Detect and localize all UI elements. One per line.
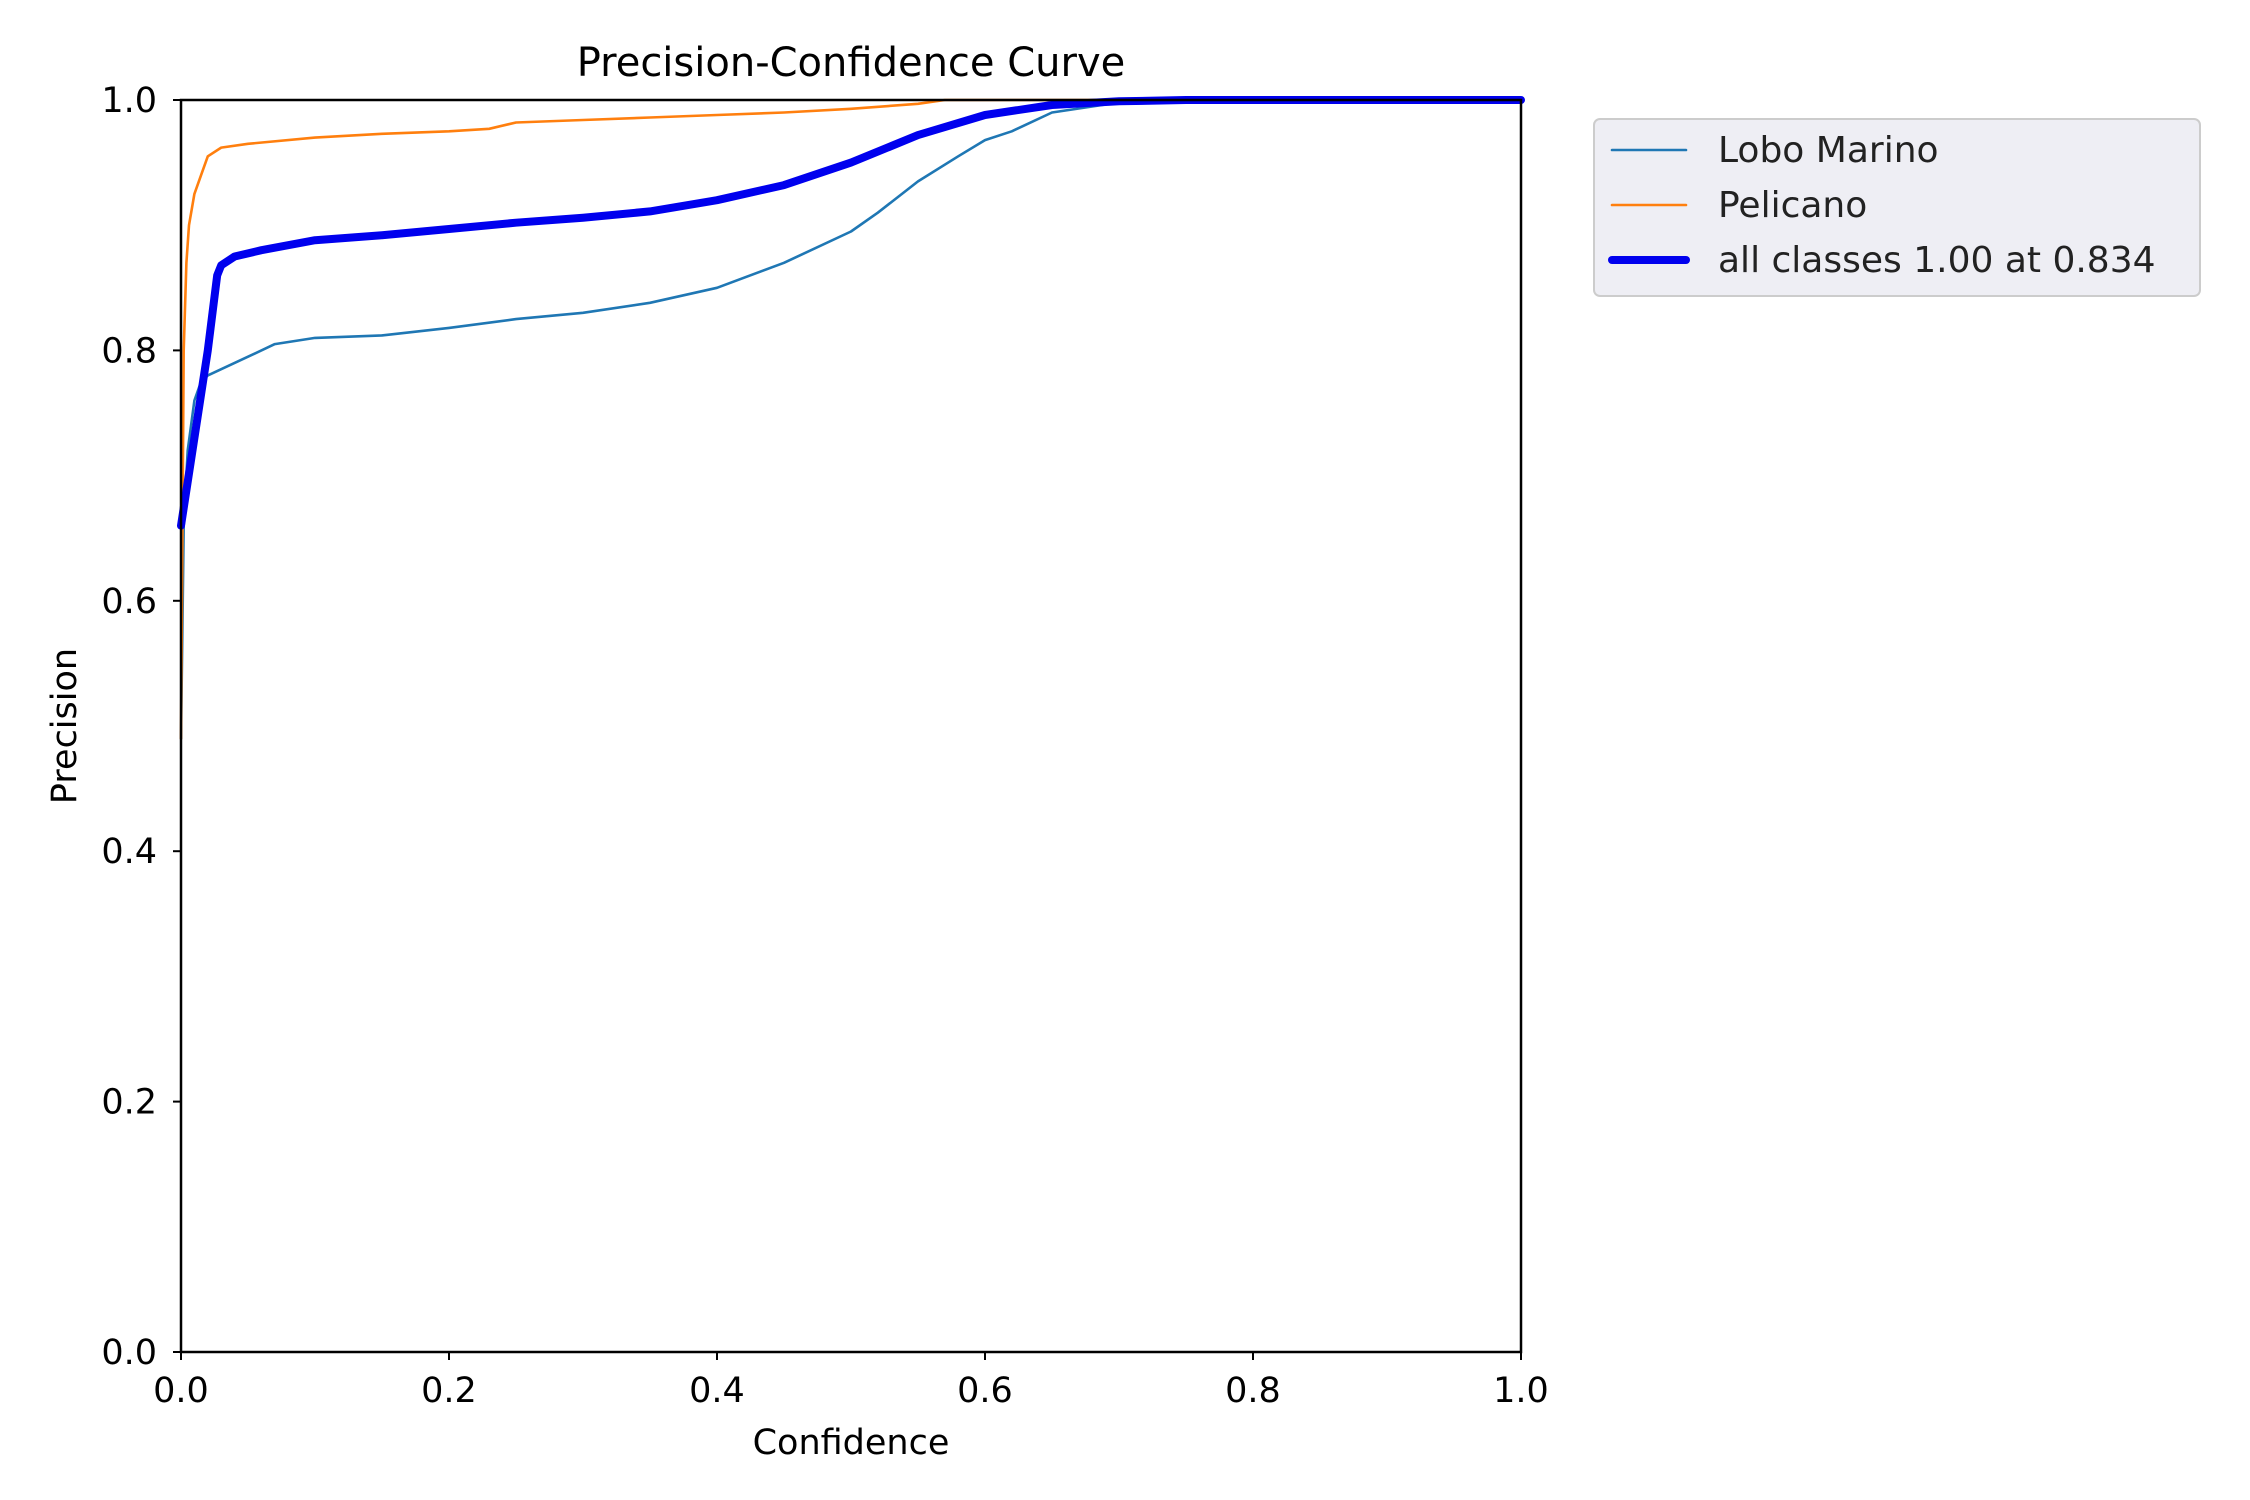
x-tick-label: 0.0 xyxy=(153,1371,209,1411)
x-axis-ticks: 0.0 0.2 0.4 0.6 0.8 1.0 xyxy=(153,1352,1549,1411)
x-tick-label: 0.6 xyxy=(957,1371,1013,1411)
chart-title: Precision-Confidence Curve xyxy=(577,40,1126,86)
y-tick-label: 0.0 xyxy=(101,1333,157,1373)
series-line-1 xyxy=(179,98,1523,740)
x-tick-label: 0.2 xyxy=(421,1371,477,1411)
legend-label-0: Lobo Marino xyxy=(1718,130,1939,171)
x-tick-label: 0.8 xyxy=(1225,1371,1281,1411)
legend-label-1: Pelicano xyxy=(1718,185,1867,226)
x-tick-label: 1.0 xyxy=(1493,1371,1549,1411)
legend: Lobo Marino Pelicano all classes 1.00 at 0… xyxy=(1593,118,2201,297)
y-tick-label: 0.6 xyxy=(101,582,157,622)
y-axis-label: Precision xyxy=(45,648,85,804)
plot-frame xyxy=(179,98,1523,1354)
y-tick-label: 0.8 xyxy=(101,331,157,371)
y-axis-ticks: 0.0 0.2 0.4 0.6 0.8 1.0 xyxy=(101,81,181,1373)
x-tick-label: 0.4 xyxy=(689,1371,745,1411)
y-tick-label: 0.4 xyxy=(101,832,157,872)
legend-label-2: all classes 1.00 at 0.834 xyxy=(1718,240,2156,281)
y-tick-label: 0.2 xyxy=(101,1083,157,1123)
x-axis-label: Confidence xyxy=(753,1423,950,1463)
y-tick-label: 1.0 xyxy=(101,81,157,121)
legend-box xyxy=(1593,118,2201,297)
